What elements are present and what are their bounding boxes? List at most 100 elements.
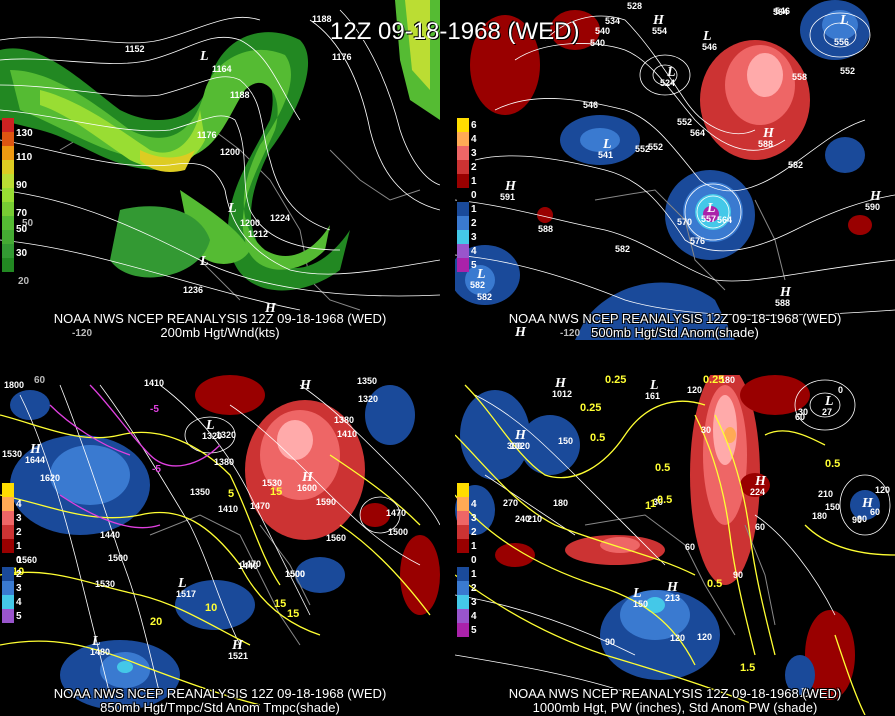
center-value: 1320 (202, 431, 222, 441)
panel-850mb: 1800 1410 1350 1320 1380 1320 1410 1380 … (0, 375, 440, 715)
contour-label: 1500 (388, 527, 408, 537)
high-center: H (231, 638, 244, 653)
legend-label: 4 (16, 597, 22, 608)
legend-label: 5 (471, 625, 477, 636)
contour-label: 552 (648, 142, 663, 152)
contour-label: 1470 (386, 508, 406, 518)
contour-label: 570 (677, 217, 692, 227)
temp-label: 20 (150, 616, 162, 628)
legend-label: 3 (471, 148, 477, 159)
contour-label: 1470 (241, 559, 261, 569)
legend-swatch (457, 202, 469, 216)
legend-label: 3 (471, 597, 477, 608)
legend-swatch (2, 216, 14, 230)
legend-label: 3 (16, 583, 22, 594)
low-center: L (177, 576, 187, 591)
center-value: 1020 (510, 441, 530, 451)
low-center: L (91, 634, 101, 649)
anomaly-shading (455, 0, 872, 340)
contour-label: 1152 (125, 44, 145, 54)
contour-label: 1380 (214, 457, 234, 467)
contour-label: 180 (812, 511, 827, 521)
center-value: 588 (758, 139, 773, 149)
lon-label: -120 (560, 328, 580, 339)
pw-label: 1 (650, 498, 656, 510)
contour-label: 300 (507, 441, 522, 451)
legend-label: 4 (471, 499, 477, 510)
contour-label: 552 (635, 144, 650, 154)
temp-label: -5 (150, 404, 159, 415)
center-value: 591 (500, 192, 515, 202)
legend-swatch (2, 132, 14, 146)
contour-label: 540 (595, 26, 610, 36)
legend-label: 4 (471, 611, 477, 622)
legend-swatch (2, 483, 14, 497)
low-center: L (649, 378, 659, 393)
legend-swatch (2, 525, 14, 539)
legend-swatch (457, 132, 469, 146)
panel-caption-source: NOAA NWS NCEP REANALYSIS 12Z 09-18-1968 … (508, 686, 842, 701)
center-value: 27 (822, 407, 832, 417)
pressure-centers: H L H L H L H L H (514, 376, 874, 701)
legend-swatch (2, 146, 14, 160)
legend-swatch (2, 567, 14, 581)
height-contours (455, 12, 895, 316)
contour-label: 540 (590, 38, 605, 48)
legend-swatch (457, 230, 469, 244)
center-value: 554 (652, 26, 667, 36)
coastline (584, 514, 776, 636)
contour-label: 1188 (312, 14, 332, 24)
contour-labels: 1152 1164 1188 1176 1200 1212 1224 1236 … (125, 14, 352, 295)
legend-label: 2 (16, 527, 22, 538)
panel-1000mb: 180 120 150 300 270 180 210 240 30 60 60… (455, 375, 895, 715)
lat-label: 50 (22, 218, 34, 229)
contour-label: 1176 (197, 130, 217, 140)
center-values: 1012 161 1020 224 27 213 (510, 389, 832, 603)
contour-label: 1500 (108, 553, 128, 563)
legend-swatch (457, 188, 469, 202)
coastline (594, 189, 786, 291)
anomaly-shading (10, 375, 440, 710)
contour-label: 1350 (357, 376, 377, 386)
legend-swatch (2, 539, 14, 553)
contour-label: 564 (690, 128, 705, 138)
contour-label: 1500 (285, 569, 305, 579)
legend-label: 1 (471, 176, 477, 187)
legend-label: 2 (471, 218, 477, 229)
contour-label: 564 (773, 7, 788, 17)
center-value: 1600 (297, 483, 317, 493)
contour-label: 1590 (316, 497, 336, 507)
legend-label: 2 (471, 162, 477, 173)
center-value: 582 (470, 280, 485, 290)
legend-label: 70 (16, 208, 28, 219)
contour-label: 90 (733, 570, 743, 580)
contour-label: 552 (677, 117, 692, 127)
anomaly-legend: 4 3 2 1 0 1 2 3 4 5 (457, 483, 477, 637)
legend-swatch (2, 160, 14, 174)
temp-label: 15 (287, 608, 299, 620)
high-center: H (554, 376, 567, 391)
contour-label: 90 (852, 515, 862, 525)
legend-swatch (457, 118, 469, 132)
contour-label: 588 (538, 224, 553, 234)
contour-label: 30 (798, 407, 808, 417)
contour-label: 1440 (238, 561, 258, 571)
pressure-centers: H L H L H L H (29, 378, 314, 653)
low-center: L (632, 586, 642, 601)
legend-swatch (2, 553, 14, 567)
legend-swatch (457, 160, 469, 174)
contour-label: 582 (615, 244, 630, 254)
center-value: 213 (665, 593, 680, 603)
contour-label: 1410 (337, 429, 357, 439)
contour-labels: 180 120 150 300 270 180 210 240 30 60 60… (503, 375, 890, 647)
grid-labels: 20 50 -120 (18, 218, 92, 339)
pw-label: 0.5 (825, 458, 840, 470)
contour-label: 120 (697, 632, 712, 642)
legend-swatch (2, 118, 14, 132)
contour-label: 1212 (248, 229, 268, 239)
legend-label: 2 (471, 583, 477, 594)
contour-label: 30 (701, 425, 711, 435)
legend-swatch (457, 146, 469, 160)
low-center: L (666, 65, 676, 80)
legend-swatch (2, 258, 14, 272)
